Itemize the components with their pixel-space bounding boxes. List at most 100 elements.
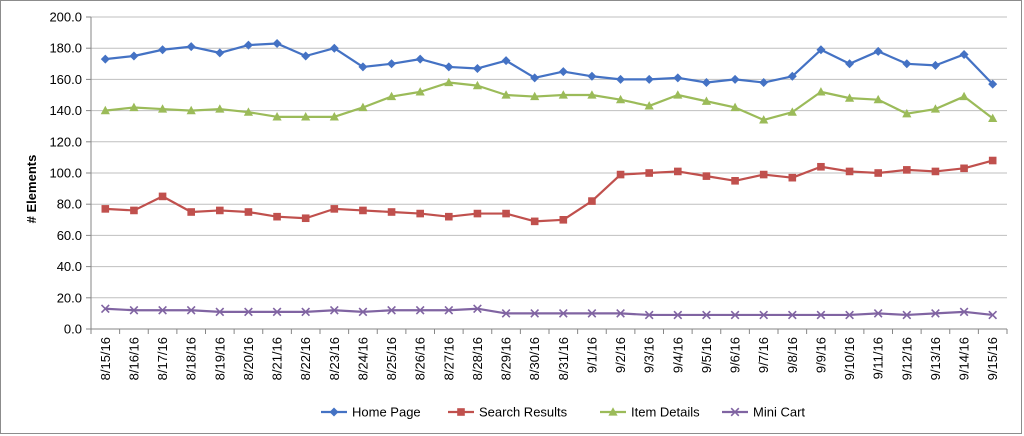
y-axis-title: # Elements	[24, 155, 39, 224]
x-tick-label: 8/26/16	[413, 337, 428, 380]
data-point	[930, 60, 940, 70]
data-point	[730, 74, 740, 84]
data-point	[873, 46, 883, 56]
y-tick-label: 80.0	[57, 197, 82, 212]
x-tick-label: 9/1/16	[584, 337, 599, 373]
legend-item-home-page: Home Page	[321, 405, 421, 420]
data-point	[930, 104, 941, 113]
data-point	[358, 102, 368, 112]
series-mini-cart	[100, 304, 998, 320]
legend-swatch-marker	[457, 408, 465, 416]
data-point	[358, 62, 368, 72]
y-tick-label: 180.0	[49, 41, 82, 56]
y-tick-label: 0.0	[64, 322, 82, 337]
data-point	[444, 305, 454, 315]
x-tick-label: 8/27/16	[441, 337, 456, 380]
data-point	[215, 48, 225, 58]
data-point	[216, 206, 224, 215]
data-point	[731, 177, 739, 185]
x-tick-label: 9/4/16	[670, 337, 685, 373]
data-point	[186, 305, 196, 315]
data-point	[272, 112, 282, 121]
data-point	[645, 169, 653, 177]
x-tick-label: 8/16/16	[126, 337, 141, 380]
data-point	[415, 87, 425, 96]
data-point	[988, 156, 997, 165]
data-point	[616, 309, 625, 318]
data-point	[874, 169, 882, 177]
data-point	[100, 304, 110, 314]
data-point	[186, 105, 196, 115]
data-point	[215, 104, 225, 113]
y-tick-label: 140.0	[49, 103, 82, 118]
data-point	[244, 307, 253, 317]
x-tick-label: 8/19/16	[212, 337, 227, 380]
data-point	[644, 74, 654, 84]
x-tick-labels: 8/15/16 8/16/16 8/17/16 8/18/16 8/19/16 8/20/…	[98, 337, 1000, 380]
x-tick-label: 8/17/16	[155, 337, 170, 380]
data-point	[530, 91, 540, 101]
data-point	[301, 214, 310, 223]
x-tick-label: 9/9/16	[813, 337, 828, 373]
data-point	[759, 310, 769, 320]
data-point	[845, 59, 855, 69]
legend-label: Search Results	[479, 405, 568, 420]
data-point	[787, 107, 797, 116]
data-point	[243, 107, 254, 116]
legend-label: Mini Cart	[753, 405, 805, 420]
series-line	[105, 81, 994, 122]
data-point	[444, 62, 454, 72]
data-point	[960, 164, 968, 173]
data-point	[272, 307, 282, 317]
data-point	[386, 91, 397, 101]
axes	[86, 16, 1008, 334]
data-point	[788, 173, 797, 182]
data-point	[644, 101, 654, 110]
data-point	[759, 115, 769, 124]
data-point	[301, 112, 311, 121]
data-point	[301, 51, 311, 61]
data-point	[558, 67, 568, 77]
x-tick-label: 8/28/16	[470, 337, 485, 380]
data-point	[616, 170, 625, 179]
data-point	[473, 304, 482, 314]
data-point	[359, 206, 367, 215]
gridlines	[91, 16, 1007, 299]
series-line	[105, 42, 994, 85]
data-point	[903, 166, 911, 174]
data-point	[387, 305, 396, 315]
data-point	[988, 113, 998, 122]
data-point	[358, 307, 368, 317]
data-point	[615, 94, 626, 104]
data-point	[759, 78, 769, 88]
data-point	[473, 209, 482, 218]
x-tick-label: 9/11/16	[871, 337, 886, 379]
data-point	[787, 310, 797, 320]
data-point	[959, 307, 969, 317]
legend-item-mini-cart: Mini Cart	[722, 405, 805, 420]
data-point	[959, 91, 969, 101]
data-point	[272, 39, 282, 49]
data-point	[329, 43, 339, 53]
series-line	[105, 159, 993, 223]
data-point	[215, 307, 225, 317]
data-point	[158, 192, 167, 201]
x-tick-label: 8/31/16	[556, 337, 571, 380]
data-point	[902, 59, 912, 69]
data-point	[501, 90, 511, 99]
data-point	[329, 305, 339, 315]
data-point	[587, 71, 597, 81]
x-tick-label: 9/2/16	[613, 337, 628, 373]
x-tick-label: 8/30/16	[527, 337, 542, 380]
data-point	[129, 305, 139, 315]
data-point	[502, 209, 510, 218]
data-point	[330, 205, 339, 213]
y-tick-labels: 0.0 20.0 40.0 60.0 80.0 100.0 120.0 140.0 160.0 1…	[49, 10, 82, 337]
data-point	[845, 310, 854, 320]
data-point	[158, 305, 167, 315]
data-point	[587, 90, 597, 99]
y-tick-label: 100.0	[49, 166, 82, 181]
data-point	[817, 162, 825, 171]
x-tick-label: 9/13/16	[928, 337, 943, 380]
